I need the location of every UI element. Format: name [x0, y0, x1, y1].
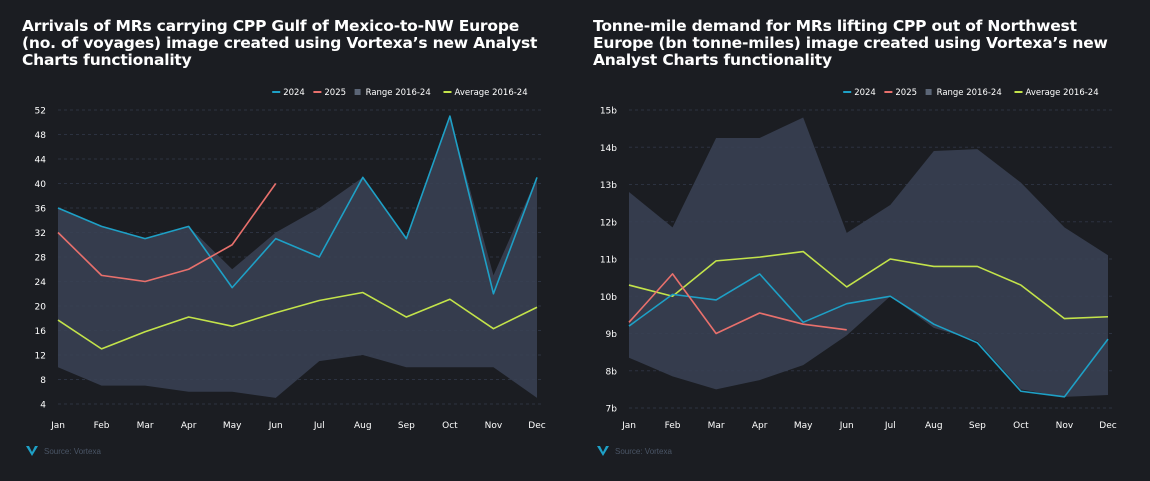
legend-item: Average 2016-24 [1014, 88, 1099, 98]
y-tick-label: 8b [606, 367, 618, 377]
y-tick-label: 28 [35, 254, 47, 264]
y-tick-label: 12b [600, 218, 617, 228]
y-tick-label: 52 [35, 107, 46, 117]
x-tick-label: Jul [884, 421, 896, 431]
x-tick-label: Sep [969, 421, 986, 431]
legend-label: Average 2016-24 [1026, 88, 1099, 98]
y-tick-label: 10b [600, 293, 617, 303]
x-tick-label: Mar [708, 421, 725, 431]
x-tick-label: Mar [137, 421, 154, 431]
x-tick-label: Apr [181, 421, 197, 431]
y-tick-label: 15b [600, 107, 617, 117]
y-tick-label: 13b [600, 181, 617, 191]
x-tick-label: Feb [665, 421, 681, 431]
x-tick-label: Oct [442, 421, 458, 431]
legend-label: 2025 [324, 88, 346, 98]
y-tick-label: 12 [35, 352, 46, 362]
legend-label: 2024 [283, 88, 305, 98]
x-tick-label: Feb [94, 421, 110, 431]
series-line-2024 [628, 273, 1109, 398]
legend-item: Average 2016-24 [443, 88, 528, 98]
x-tick-label: May [794, 421, 813, 431]
y-tick-label: 14b [600, 144, 617, 154]
source-note: Source: Vortexa [26, 446, 101, 456]
legend-item: Range 2016-24 [925, 88, 1002, 98]
legend-swatch [925, 89, 932, 95]
series-line-average-2016-24 [57, 291, 538, 350]
series-line-average-2016-24 [628, 250, 1109, 320]
x-tick-label: Dec [1099, 421, 1116, 431]
y-tick-label: 44 [35, 156, 47, 166]
chart-title: Arrivals of MRs carrying CPP Gulf of Mex… [22, 17, 538, 69]
legend-swatch [354, 89, 361, 95]
y-tick-label: 36 [35, 205, 47, 215]
y-tick-label: 24 [35, 278, 47, 288]
chart-title: Tonne-mile demand for MRs lifting CPP ou… [593, 17, 1108, 69]
x-tick-label: Nov [485, 421, 503, 431]
x-tick-label: Dec [528, 421, 545, 431]
x-tick-label: Jun [839, 421, 854, 431]
x-tick-label: Jun [268, 421, 283, 431]
y-tick-label: 32 [35, 229, 46, 239]
legend-item: 2024 [272, 88, 305, 98]
vortexa-logo-icon [597, 446, 609, 456]
chart-1-svg: 7b 8b 9b 10b 11b 12b 13b 14b 15b Jan Feb Mar Apr May J… [600, 88, 1117, 431]
legend-item: 2025 [313, 88, 346, 98]
vortexa-logo-icon [26, 446, 38, 456]
x-tick-label: Jan [50, 421, 65, 431]
x-tick-label: Aug [925, 421, 943, 431]
x-tick-label: Aug [354, 421, 372, 431]
y-tick-label: 11b [600, 256, 617, 266]
y-tick-label: 9b [606, 330, 618, 340]
legend-item: Range 2016-24 [354, 88, 431, 98]
x-tick-label: Nov [1056, 421, 1074, 431]
legend-item: 2024 [843, 88, 876, 98]
legend-label: Average 2016-24 [455, 88, 528, 98]
chart-panel-right: Tonne-mile demand for MRs lifting CPP ou… [575, 0, 1150, 481]
legend-label: 2025 [895, 88, 917, 98]
x-tick-label: Apr [752, 421, 768, 431]
legend-label: Range 2016-24 [366, 88, 431, 98]
legend-label: 2024 [854, 88, 876, 98]
source-text: Source: Vortexa [615, 446, 672, 456]
series-line-2025 [57, 183, 277, 283]
y-tick-label: 48 [35, 131, 47, 141]
source-text: Source: Vortexa [44, 446, 101, 456]
source-note: Source: Vortexa [597, 446, 672, 456]
x-tick-label: Oct [1013, 421, 1029, 431]
range-area [58, 116, 537, 398]
y-tick-label: 7b [606, 405, 618, 415]
y-tick-label: 8 [40, 376, 46, 386]
y-tick-label: 4 [40, 401, 46, 411]
x-tick-label: Jan [621, 421, 636, 431]
y-tick-label: 40 [35, 180, 47, 190]
x-tick-label: Sep [398, 421, 415, 431]
x-tick-label: May [223, 421, 242, 431]
range-area [629, 117, 1108, 397]
y-tick-label: 16 [35, 327, 47, 337]
legend-label: Range 2016-24 [937, 88, 1002, 98]
x-tick-label: Jul [313, 421, 325, 431]
y-tick-label: 20 [35, 303, 47, 313]
chart-panel-left: Arrivals of MRs carrying CPP Gulf of Mex… [22, 17, 546, 456]
series-line-2025 [628, 273, 847, 335]
series-line-2024 [57, 115, 538, 295]
legend-item: 2025 [884, 88, 917, 98]
